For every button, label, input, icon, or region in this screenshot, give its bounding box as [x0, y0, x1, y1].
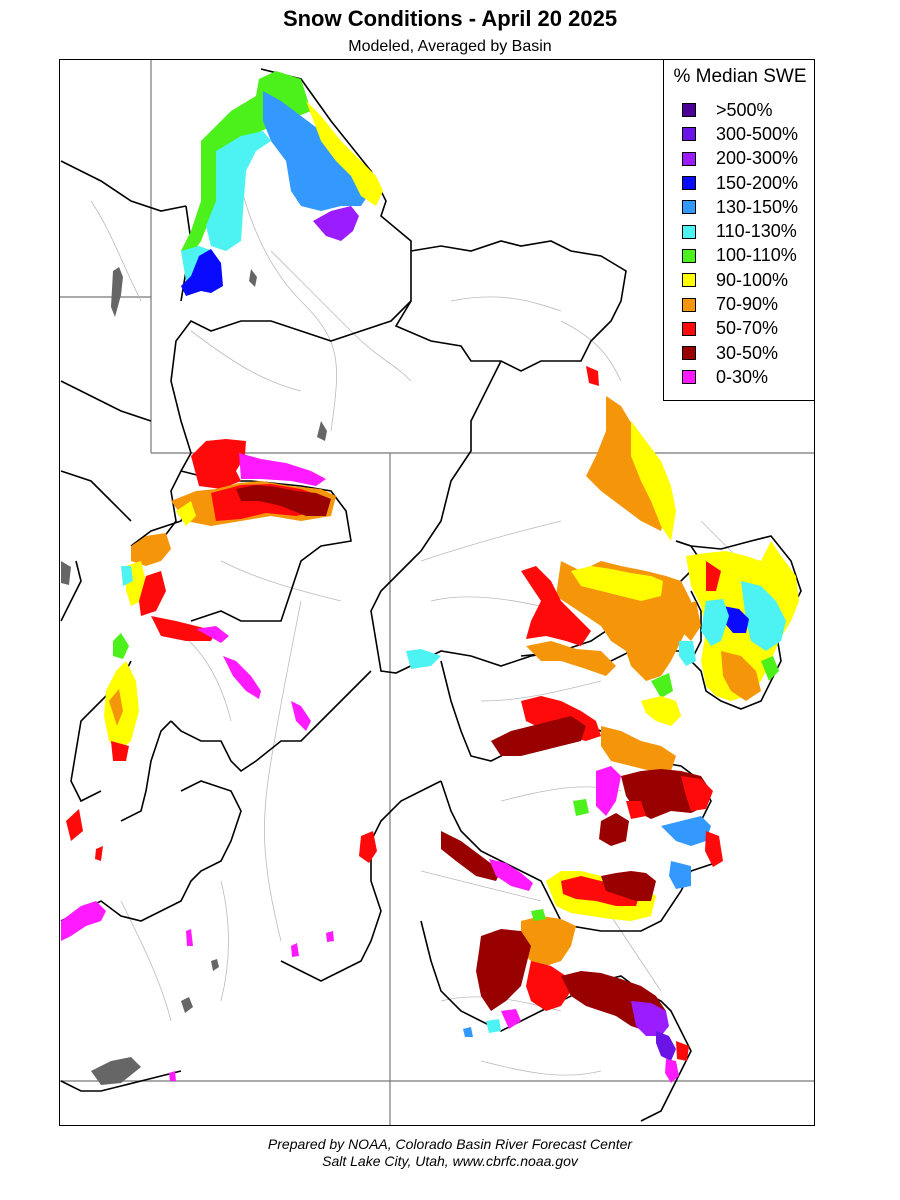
legend-swatch	[682, 321, 696, 336]
footer-location: Salt Lake City, Utah, www.cbrfc.noaa.gov	[322, 1153, 578, 1169]
rivers	[90, 140, 762, 1076]
map-legend: % Median SWE >500% 300-500% 200-300% 150…	[663, 59, 815, 401]
legend-swatch	[682, 176, 696, 191]
map-subtitle: Modeled, Averaged by Basin	[348, 38, 552, 55]
legend-label: 150-200%	[716, 172, 799, 193]
basin-boundaries	[60, 68, 802, 1122]
legend-item: 150-200%	[682, 171, 798, 195]
legend-swatch	[682, 370, 696, 385]
legend-item: 70-90%	[682, 292, 798, 316]
footer-credit: Prepared by NOAA, Colorado Basin River F…	[267, 1136, 633, 1152]
legend-label: 200-300%	[716, 148, 799, 169]
legend-label: 70-90%	[716, 294, 779, 315]
swe-west	[61, 533, 441, 946]
swe-south	[169, 831, 689, 1083]
legend-label: 130-150%	[716, 196, 799, 217]
legend-swatch	[682, 151, 696, 166]
legend-label: 110-130%	[716, 221, 797, 242]
legend-title: % Median SWE	[673, 66, 807, 87]
swe-north	[181, 71, 383, 296]
legend-item: 130-150%	[682, 195, 798, 219]
legend-label: 300-500%	[716, 123, 799, 144]
basin-map	[60, 60, 814, 1125]
legend-list: >500% 300-500% 200-300% 150-200% 130-150…	[682, 98, 798, 390]
legend-item: 30-50%	[682, 341, 798, 365]
legend-swatch	[682, 273, 696, 288]
legend-label: 100-110%	[716, 245, 797, 266]
map-area	[59, 59, 815, 1126]
legend-item: 50-70%	[682, 317, 798, 341]
legend-item: 90-100%	[682, 268, 798, 292]
legend-swatch	[682, 200, 696, 215]
lakes	[61, 267, 327, 1085]
legend-swatch	[682, 103, 696, 118]
legend-swatch	[682, 346, 696, 361]
legend-item: >500%	[682, 98, 798, 122]
legend-item: 300-500%	[682, 122, 798, 146]
legend-swatch	[682, 297, 696, 312]
legend-label: 0-30%	[716, 366, 769, 387]
legend-swatch	[682, 248, 696, 263]
swe-uinta	[171, 439, 336, 526]
legend-swatch	[682, 127, 696, 142]
swe-east	[491, 366, 799, 889]
state-boundaries	[60, 60, 814, 1125]
legend-label: >500%	[716, 99, 773, 120]
legend-item: 200-300%	[682, 147, 798, 171]
legend-item: 100-110%	[682, 244, 798, 268]
map-title: Snow Conditions - April 20 2025	[282, 6, 618, 31]
legend-item: 110-130%	[682, 219, 798, 243]
legend-swatch	[682, 224, 696, 239]
legend-label: 50-70%	[716, 318, 779, 339]
legend-label: 90-100%	[716, 269, 789, 290]
legend-label: 30-50%	[716, 342, 779, 363]
legend-item: 0-30%	[682, 365, 798, 389]
